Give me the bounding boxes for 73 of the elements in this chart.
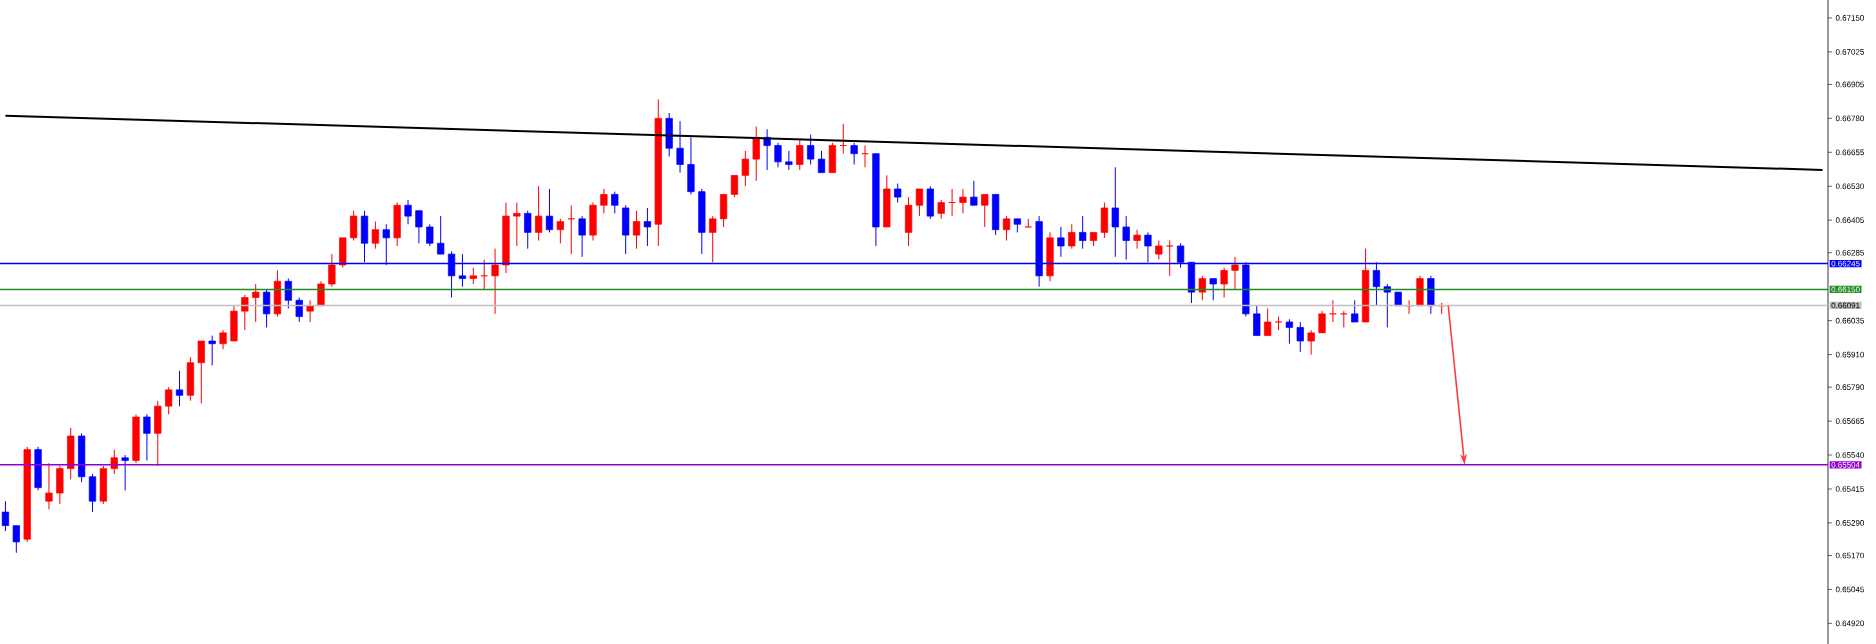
candlestick xyxy=(295,297,303,323)
candlestick xyxy=(937,199,945,220)
candlestick xyxy=(208,335,216,366)
candlestick xyxy=(600,188,608,214)
candlestick xyxy=(1122,215,1130,261)
candlestick xyxy=(970,180,978,206)
candlestick xyxy=(371,221,380,250)
candlestick xyxy=(1264,307,1272,337)
candlestick xyxy=(437,215,445,255)
candlestick xyxy=(578,215,586,258)
candlestick xyxy=(556,218,564,244)
candlestick xyxy=(741,150,749,187)
candlestick xyxy=(404,199,412,225)
candlestick xyxy=(774,142,782,168)
candlestick xyxy=(807,134,815,166)
candlestick xyxy=(709,215,717,263)
candlestick xyxy=(632,210,641,250)
candlestick xyxy=(545,188,554,233)
candlestick xyxy=(850,142,858,166)
candlestick xyxy=(1307,329,1315,356)
candlestick xyxy=(1057,226,1065,258)
candlestick xyxy=(1079,215,1087,250)
candlestick xyxy=(1296,321,1304,353)
candlestick xyxy=(121,454,129,491)
candlestick xyxy=(1318,310,1326,334)
candlestick xyxy=(45,462,53,510)
candlestick xyxy=(219,329,227,350)
candlestick xyxy=(328,253,336,288)
candlestick xyxy=(524,210,532,250)
candlestick xyxy=(1111,166,1119,258)
candlestick xyxy=(1329,299,1337,323)
candlestick xyxy=(1351,299,1359,323)
candlestick xyxy=(143,413,151,461)
candlestick xyxy=(730,174,739,198)
candlestick xyxy=(426,223,434,247)
candlestick xyxy=(915,188,924,217)
candlestick xyxy=(817,150,826,174)
candlestick xyxy=(1383,283,1391,328)
candlestick xyxy=(262,288,271,328)
candlestick xyxy=(1133,229,1141,250)
candlestick xyxy=(1068,223,1076,250)
candlestick xyxy=(1220,267,1228,299)
candlestick xyxy=(284,278,292,309)
candlestick xyxy=(1209,278,1217,301)
candlestick xyxy=(894,183,902,204)
candlestick xyxy=(534,185,543,242)
candlestick xyxy=(752,126,760,182)
candlestick xyxy=(611,191,619,214)
candlestick xyxy=(306,299,314,323)
candlestick xyxy=(1198,275,1206,301)
candlestick xyxy=(785,150,793,171)
candlestick xyxy=(252,283,260,323)
candlestick xyxy=(1002,215,1011,242)
candlestick xyxy=(12,525,20,554)
candlestick xyxy=(1166,240,1174,277)
candlestick xyxy=(959,188,967,214)
candlestick xyxy=(165,386,173,415)
candlestick xyxy=(241,294,249,331)
candlestick xyxy=(676,120,684,174)
candlestick xyxy=(415,210,423,244)
candlestick xyxy=(175,370,184,407)
candlestick xyxy=(491,248,499,315)
candlestick xyxy=(1253,305,1261,337)
candlestick xyxy=(1,500,10,532)
candlestick xyxy=(197,340,205,404)
candlestick xyxy=(643,207,652,247)
candlestick xyxy=(1231,256,1239,290)
candlestick xyxy=(513,202,521,247)
candlestick xyxy=(1285,318,1294,345)
candlestick xyxy=(350,210,358,242)
candlestick xyxy=(1155,240,1163,261)
candlestick xyxy=(796,139,804,171)
candlestick xyxy=(981,193,989,228)
